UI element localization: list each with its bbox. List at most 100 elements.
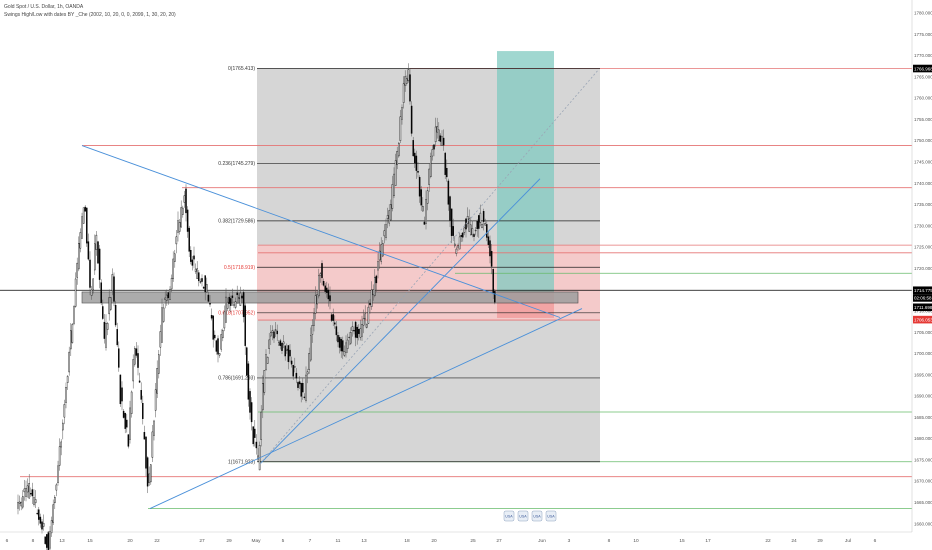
candle — [124, 413, 126, 429]
candle — [167, 292, 170, 299]
candle — [242, 292, 245, 318]
candle — [402, 83, 405, 103]
candle — [92, 278, 94, 290]
candle — [265, 354, 267, 371]
candle — [34, 499, 37, 504]
candle — [95, 234, 98, 250]
price-tick-label: 1720.000 — [914, 266, 932, 271]
candle — [82, 207, 85, 224]
candle — [329, 295, 331, 302]
candle — [366, 323, 368, 328]
candle — [353, 329, 355, 332]
candle — [78, 243, 80, 270]
candle — [94, 243, 96, 271]
time-tick-label: 18 — [404, 538, 410, 544]
candle — [98, 248, 101, 280]
time-tick-label: 15 — [87, 538, 93, 544]
candle — [47, 531, 50, 550]
candle — [86, 207, 88, 244]
candle — [383, 230, 386, 237]
candle — [364, 313, 366, 320]
candle — [407, 69, 410, 82]
candle — [252, 426, 254, 445]
candle — [431, 149, 434, 157]
chart-legend: Gold Spot / U.S. Dollar, 1h, OANDA Swing… — [4, 3, 176, 19]
candle — [390, 204, 392, 221]
candle — [30, 493, 32, 495]
candle — [194, 268, 197, 272]
candle — [234, 301, 237, 308]
candle — [185, 188, 187, 214]
candle — [358, 329, 360, 334]
candle — [193, 255, 195, 260]
candle — [412, 140, 414, 157]
candle — [97, 241, 99, 264]
candle — [204, 275, 206, 293]
price-tick-label: 1755.000 — [914, 117, 932, 122]
candle — [278, 342, 280, 346]
candle — [226, 301, 229, 309]
candle — [110, 297, 112, 310]
candles — [17, 63, 496, 550]
trendlines — [81, 69, 599, 510]
candle — [418, 177, 421, 197]
candle — [466, 216, 469, 224]
candle — [422, 205, 424, 212]
time-tick-label: 24 — [791, 538, 797, 544]
candle — [106, 323, 109, 330]
candle — [239, 292, 242, 306]
price-tick-label: 1765.000 — [914, 74, 932, 79]
candle — [87, 241, 90, 260]
candle — [33, 497, 35, 505]
event-flag-icon — [531, 510, 543, 522]
price-tag — [913, 286, 932, 295]
candle — [470, 224, 472, 236]
candle — [449, 196, 451, 221]
candle — [262, 383, 264, 411]
candle — [202, 287, 205, 289]
candle — [311, 325, 314, 335]
candle — [433, 144, 435, 150]
candle — [295, 372, 298, 379]
time-tick-label: 20 — [127, 538, 133, 544]
price-tick-label: 1660.000 — [914, 521, 932, 526]
fib-label: 0.236(1745.279) — [218, 161, 255, 167]
candle — [289, 349, 291, 357]
candle — [206, 284, 208, 293]
candle — [25, 488, 27, 497]
candle — [58, 446, 61, 466]
time-tick-label: Jun — [538, 538, 546, 544]
price-tick-label: 1745.000 — [914, 160, 932, 165]
candle — [20, 501, 22, 507]
candle — [455, 248, 458, 254]
candle — [105, 323, 107, 348]
candle — [282, 341, 285, 345]
candle — [442, 137, 445, 146]
price-tag-label: 1706.053 — [914, 317, 932, 322]
candle — [79, 232, 82, 249]
candle — [89, 259, 91, 288]
candle — [463, 227, 466, 233]
candle — [377, 261, 379, 271]
candle — [68, 351, 70, 373]
candle — [127, 434, 130, 447]
candle — [420, 189, 422, 206]
time-tick-label: 8 — [32, 538, 35, 544]
candle — [183, 195, 186, 203]
price-tick-label: 1675.000 — [914, 457, 932, 462]
time-tick-label: 8 — [608, 538, 611, 544]
candle — [318, 275, 320, 297]
candle — [494, 291, 496, 303]
time-tick-label: 5 — [282, 538, 285, 544]
candle — [414, 152, 416, 164]
time-tick-label: 11 — [336, 538, 341, 544]
candle — [367, 306, 370, 324]
candle — [305, 374, 307, 401]
candle — [362, 318, 365, 326]
candle — [446, 168, 448, 178]
time-tick-label: 3 — [568, 538, 571, 544]
candle — [38, 509, 40, 520]
candle — [70, 330, 72, 350]
